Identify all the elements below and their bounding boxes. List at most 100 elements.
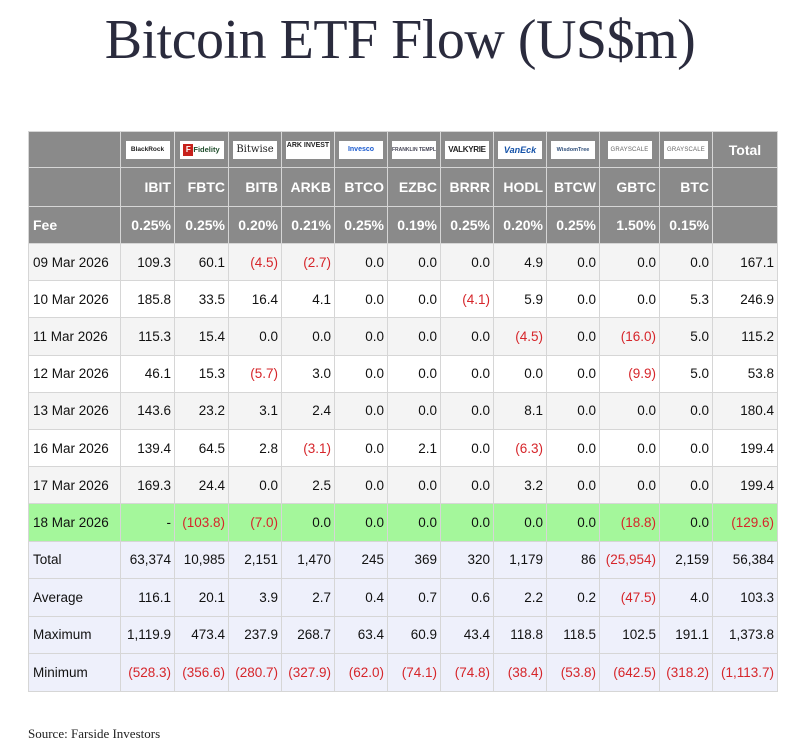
flow-btco: 0.0: [334, 503, 388, 542]
stat-label: Average: [28, 578, 121, 617]
stat-btcw: 118.5: [546, 615, 600, 654]
flow-brrr: 0.0: [440, 428, 494, 468]
vaneck-logo: VanEck: [498, 140, 542, 159]
ticker-btc: BTC: [659, 167, 713, 207]
flow-ezbc: 0.0: [387, 466, 441, 505]
stat-arkb: (327.9): [281, 653, 335, 692]
source-note: Source: Farside Investors: [28, 726, 161, 741]
flow-brrr: 0.0: [440, 317, 494, 356]
stat-btco: 63.4: [334, 615, 388, 654]
flow-gbtc: 0.0: [599, 428, 660, 468]
row-date: 17 Mar 2026: [28, 466, 121, 505]
invesco-logo: Invesco: [339, 140, 383, 159]
fee-gbtc: 1.50%: [599, 206, 660, 244]
row-date: 09 Mar 2026: [28, 242, 121, 282]
row-total: 115.2: [712, 317, 778, 356]
fee-total-cell: [712, 206, 778, 244]
ticker-total-cell: [712, 167, 778, 207]
flow-bitb: (4.5): [228, 242, 282, 282]
row-total: 53.8: [712, 354, 778, 393]
stat-btco: (62.0): [334, 653, 388, 692]
ticker-btco: BTCO: [334, 167, 388, 207]
flow-btc: 5.0: [659, 317, 713, 356]
fee-ibit: 0.25%: [120, 206, 175, 244]
ticker-fbtc: FBTC: [174, 167, 229, 207]
row-date: 16 Mar 2026: [28, 428, 121, 468]
flow-btcw: 0.0: [546, 466, 600, 505]
flow-btc: 5.0: [659, 354, 713, 393]
row-date: 13 Mar 2026: [28, 391, 121, 430]
ticker-btcw: BTCW: [546, 167, 600, 207]
flow-ezbc: 0.0: [387, 242, 441, 282]
flow-ezbc: 0.0: [387, 280, 441, 319]
stat-gbtc: (47.5): [599, 578, 660, 617]
flow-btcw: 0.0: [546, 242, 600, 282]
flow-arkb: 2.4: [281, 391, 335, 430]
stat-hodl: 118.8: [493, 615, 547, 654]
fee-row: Fee 0.25% 0.25% 0.20% 0.21% 0.25% 0.19% 0.25% 0.…: [28, 206, 778, 244]
flow-ibit: -: [120, 503, 175, 542]
ticker-arkb: ARKB: [281, 167, 335, 207]
stat-hodl: (38.4): [493, 653, 547, 692]
stat-btcw: (53.8): [546, 653, 600, 692]
grayscale-gbtc-logo: GRAYSCALE: [607, 140, 652, 159]
grayscale-btc-logo: GRAYSCALE: [664, 140, 708, 159]
flow-bitb: 16.4: [228, 280, 282, 319]
flow-arkb: 2.5: [281, 466, 335, 505]
row-total: 180.4: [712, 391, 778, 430]
flow-gbtc: (9.9): [599, 354, 660, 393]
flow-ibit: 115.3: [120, 317, 175, 356]
table-row: 10 Mar 2026 185.8 33.5 16.4 4.1 0.0 0.0 (4.1) 5.…: [28, 280, 778, 319]
stat-gbtc: (642.5): [599, 653, 660, 692]
flow-hodl: 3.2: [493, 466, 547, 505]
flow-fbtc: 33.5: [174, 280, 229, 319]
flow-brrr: 0.0: [440, 503, 494, 542]
wisdomtree-logo: WisdomTree: [551, 140, 595, 159]
etf-flow-table: BlackRock F Fidelity Bitwise ARK INVEST I…: [28, 131, 778, 692]
table-row: 11 Mar 2026 115.3 15.4 0.0 0.0 0.0 0.0 0.0 (4.5)…: [28, 317, 778, 356]
flow-btcw: 0.0: [546, 503, 600, 542]
flow-bitb: 0.0: [228, 466, 282, 505]
flow-btc: 0.0: [659, 503, 713, 542]
flow-hodl: (4.5): [493, 317, 547, 356]
flow-hodl: 0.0: [493, 503, 547, 542]
flow-hodl: 5.9: [493, 280, 547, 319]
page-title: Bitcoin ETF Flow (US$m): [104, 9, 696, 71]
flow-arkb: 3.0: [281, 354, 335, 393]
flow-arkb: (3.1): [281, 428, 335, 468]
stat-brrr: 43.4: [440, 615, 494, 654]
flow-btcw: 0.0: [546, 280, 600, 319]
flow-fbtc: 64.5: [174, 428, 229, 468]
stat-hodl: 1,179: [493, 540, 547, 579]
stat-bitb: 3.9: [228, 578, 282, 617]
stat-total: 56,384: [712, 540, 778, 579]
flow-ezbc: 0.0: [387, 391, 441, 430]
stat-total: 103.3: [712, 578, 778, 617]
ticker-ibit: IBIT: [120, 167, 175, 207]
flow-btc: 5.3: [659, 280, 713, 319]
fee-btc: 0.15%: [659, 206, 713, 244]
stat-bitb: 237.9: [228, 615, 282, 654]
flow-brrr: 0.0: [440, 242, 494, 282]
flow-arkb: 0.0: [281, 503, 335, 542]
flow-fbtc: 15.3: [174, 354, 229, 393]
flow-ibit: 109.3: [120, 242, 175, 282]
flow-arkb: 4.1: [281, 280, 335, 319]
flow-bitb: (5.7): [228, 354, 282, 393]
stat-fbtc: 10,985: [174, 540, 229, 579]
stat-row-total: Total 63,374 10,985 2,151 1,470 245 369 320 1,17…: [28, 540, 778, 579]
stat-ezbc: 369: [387, 540, 441, 579]
table-row: 09 Mar 2026 109.3 60.1 (4.5) (2.7) 0.0 0.0 0.0 4…: [28, 242, 778, 282]
stat-label: Maximum: [28, 615, 121, 654]
row-total: 199.4: [712, 466, 778, 505]
stat-ibit: 1,119.9: [120, 615, 175, 654]
corner-cell: [28, 131, 121, 168]
flow-fbtc: 23.2: [174, 391, 229, 430]
flow-btc: 0.0: [659, 466, 713, 505]
flow-btco: 0.0: [334, 280, 388, 319]
flow-hodl: 0.0: [493, 354, 547, 393]
flow-btcw: 0.0: [546, 354, 600, 393]
franklin-templeton-logo: FRANKLIN TEMPLETON: [392, 140, 436, 159]
stat-btco: 0.4: [334, 578, 388, 617]
flow-btco: 0.0: [334, 391, 388, 430]
